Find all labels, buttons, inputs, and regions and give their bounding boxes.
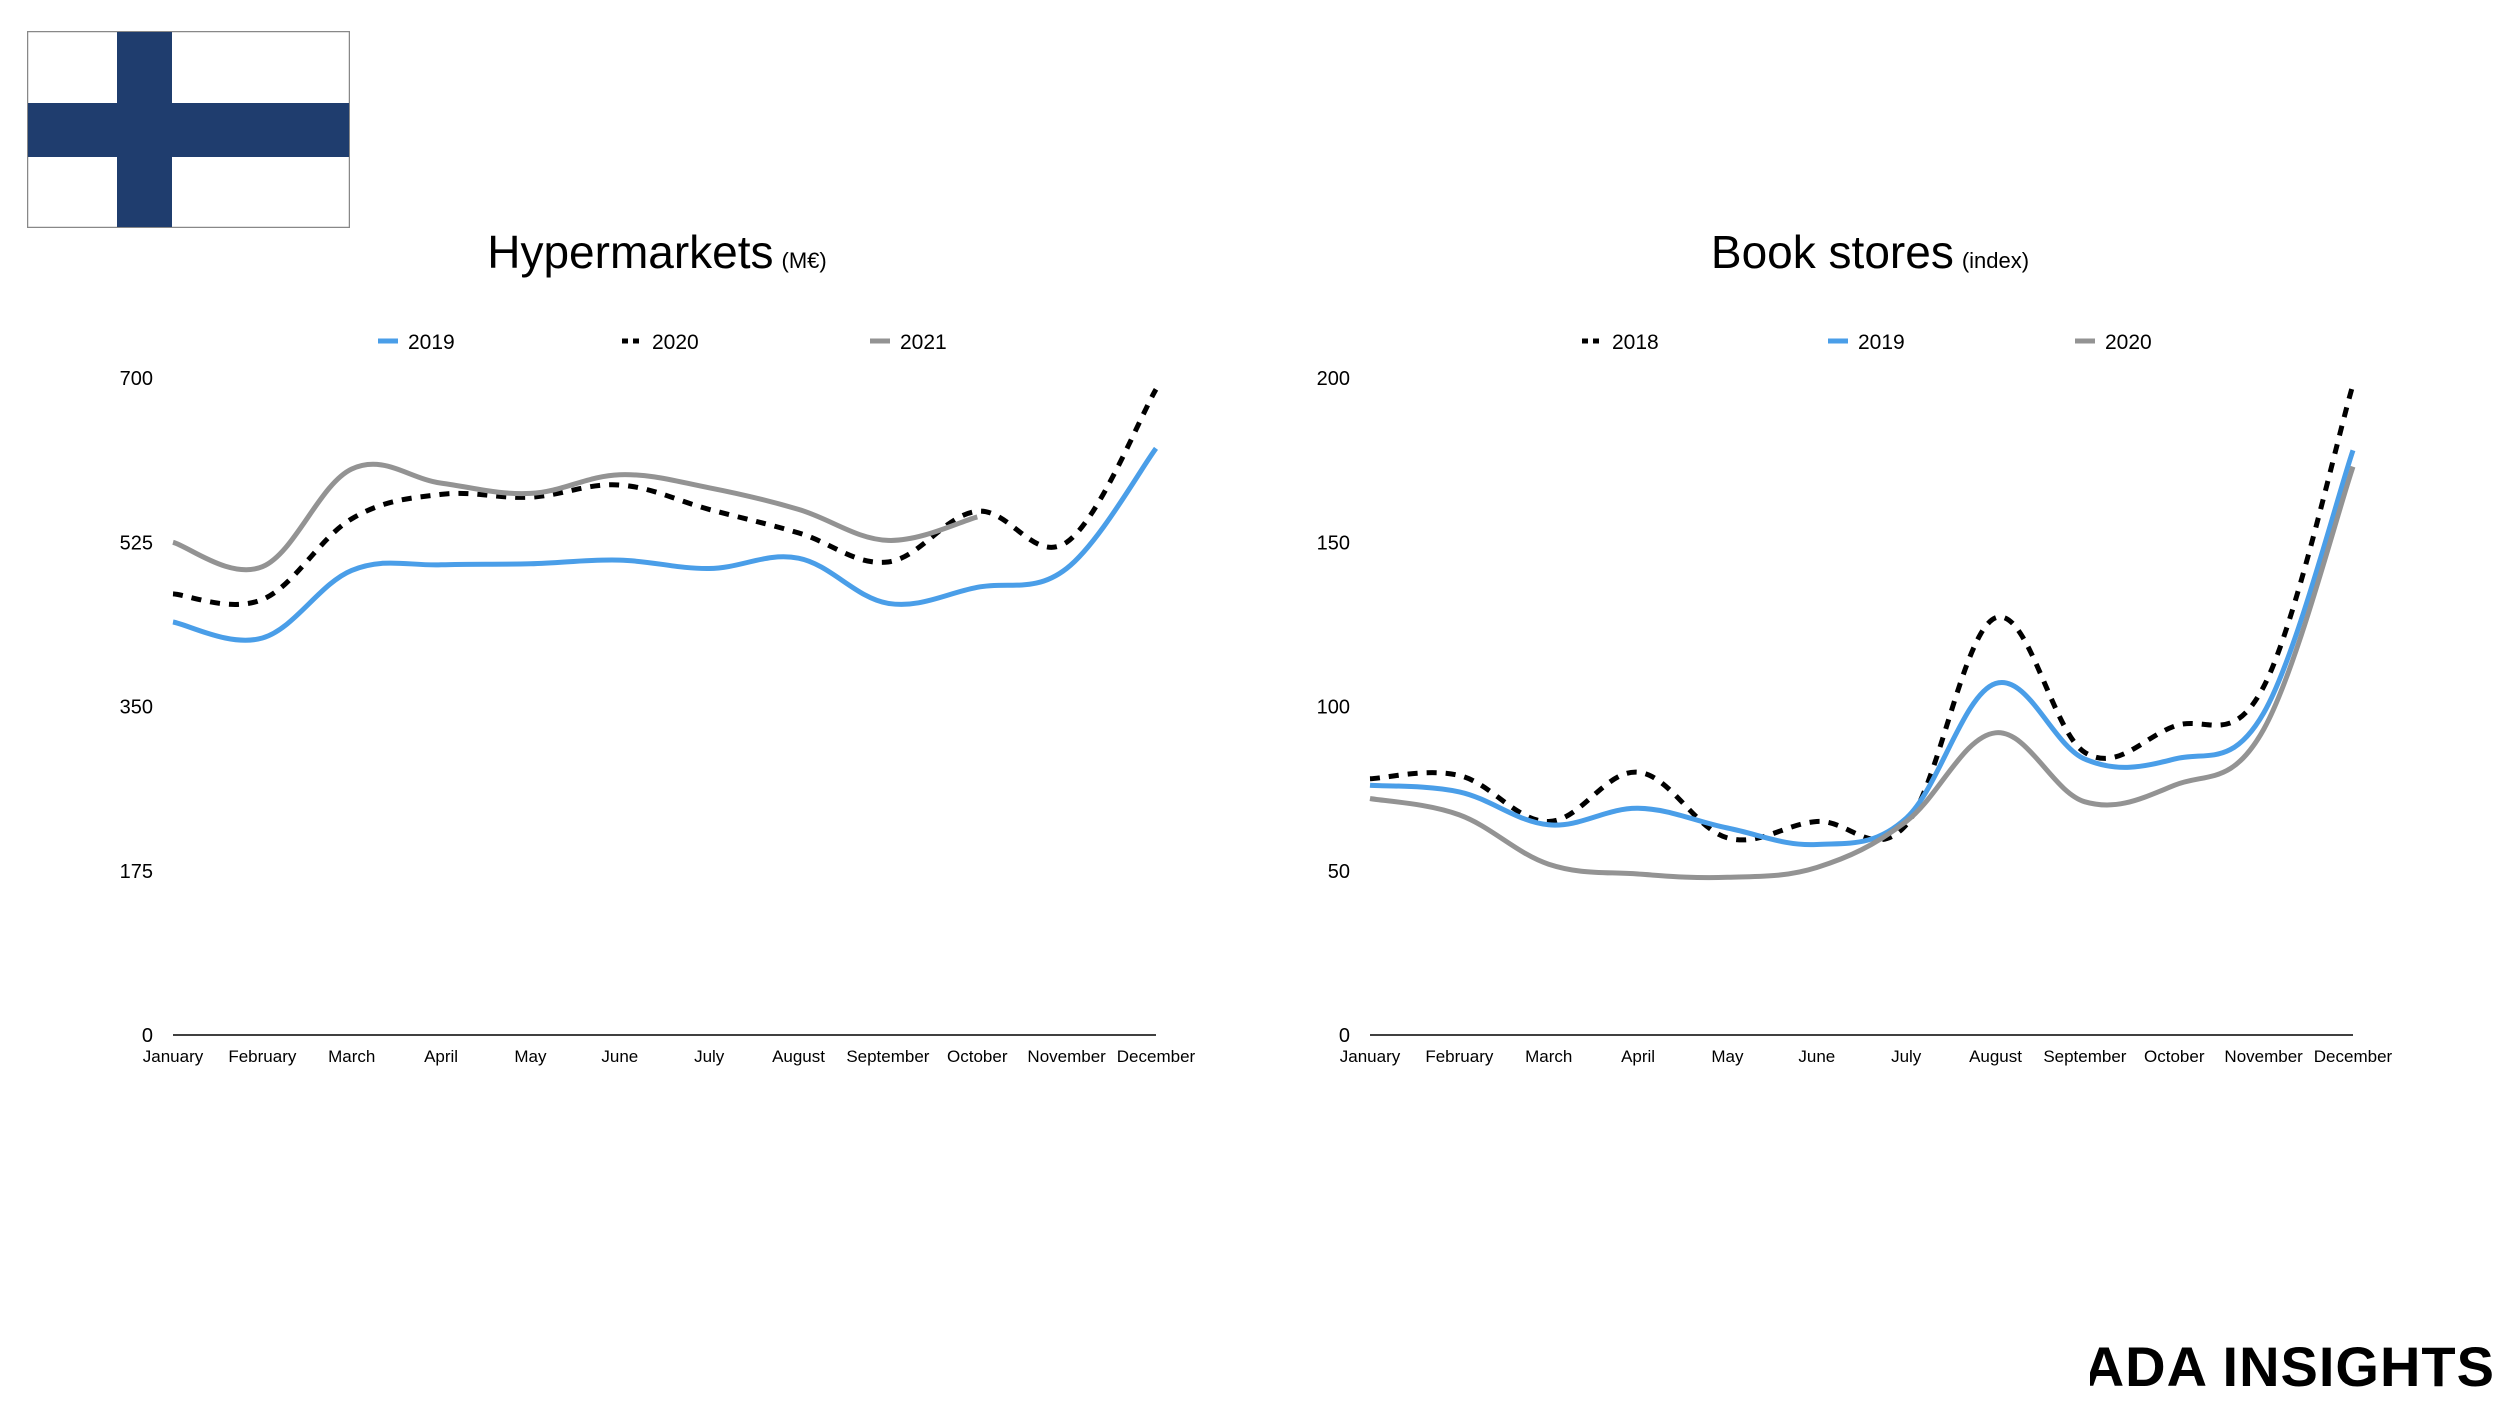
x-axis-ticks: January February March April May June July Augu…: [1340, 1047, 2393, 1066]
x-tick-label: January: [143, 1047, 204, 1066]
chart-title: Book stores (index): [1711, 226, 2029, 278]
legend-item: 2018: [1582, 331, 1659, 354]
x-tick-label: October: [947, 1047, 1008, 1066]
x-tick-label: June: [601, 1047, 638, 1066]
y-tick-label: 350: [120, 697, 153, 719]
x-tick-label: May: [1711, 1047, 1744, 1066]
legend-label: 2021: [900, 331, 947, 354]
x-tick-label: December: [1117, 1047, 1196, 1066]
y-tick-label: 700: [120, 368, 153, 390]
legend-item: 2020: [622, 331, 699, 354]
series-line-2019: [1369, 449, 2356, 848]
legend-item: 2019: [1828, 331, 1905, 354]
y-tick-label: 50: [1328, 861, 1350, 883]
y-tick-label: 200: [1317, 368, 1350, 390]
x-tick-label: February: [228, 1047, 297, 1066]
book-stores-chart: Book stores (index) 2018 2019 2020 0 50 100 15…: [1317, 226, 2393, 1066]
legend-item: 2020: [2075, 331, 2152, 354]
legend-label: 2019: [408, 331, 455, 354]
y-tick-label: 0: [142, 1025, 153, 1047]
y-tick-label: 150: [1317, 532, 1350, 554]
x-tick-label: July: [694, 1047, 725, 1066]
x-tick-label: March: [1525, 1047, 1572, 1066]
x-tick-label: December: [2314, 1047, 2393, 1066]
chart-legend: 2019 2020 2021: [378, 331, 947, 354]
legend-label: 2020: [2105, 331, 2152, 354]
x-tick-label: April: [424, 1047, 458, 1066]
series-line-2019: [172, 446, 1159, 643]
y-axis-ticks: 0 50 100 150 200: [1317, 368, 1350, 1047]
finland-flag-icon: [27, 31, 350, 228]
x-tick-label: August: [772, 1047, 825, 1066]
series-lines: [1369, 383, 2356, 881]
x-tick-label: November: [1027, 1047, 1106, 1066]
x-tick-label: March: [328, 1047, 375, 1066]
x-tick-label: April: [1621, 1047, 1655, 1066]
flag-cross-horizontal: [28, 103, 349, 157]
chart-legend: 2018 2019 2020: [1582, 331, 2152, 354]
chart-title-unit: (M€): [782, 248, 827, 273]
y-tick-label: 175: [120, 861, 153, 883]
x-tick-label: July: [1891, 1047, 1922, 1066]
x-tick-label: September: [2043, 1047, 2126, 1066]
legend-label: 2018: [1612, 331, 1659, 354]
chart-title-unit: (index): [1962, 248, 2029, 273]
y-axis-ticks: 0 175 350 525 700: [120, 368, 153, 1047]
chart-title-main: Book stores: [1711, 226, 1954, 278]
chart-title: Hypermarkets (M€): [487, 226, 827, 278]
series-line-2018: [1369, 383, 2356, 843]
x-tick-label: January: [1340, 1047, 1401, 1066]
x-tick-label: August: [1969, 1047, 2022, 1066]
series-line-2020: [172, 388, 1159, 607]
legend-item: 2021: [870, 331, 947, 354]
brand-logo: ADA INSIGHTS: [2090, 1335, 2495, 1398]
chart-title-main: Hypermarkets: [487, 226, 773, 278]
legend-label: 2019: [1858, 331, 1905, 354]
series-line-2021: [172, 461, 978, 573]
y-tick-label: 525: [120, 532, 153, 554]
x-axis-ticks: January February March April May June July Augu…: [143, 1047, 1196, 1066]
x-tick-label: November: [2224, 1047, 2303, 1066]
x-tick-label: February: [1425, 1047, 1494, 1066]
brand-label: ADA INSIGHTS: [2090, 1335, 2495, 1398]
y-tick-label: 0: [1339, 1025, 1350, 1047]
series-lines: [172, 388, 1159, 643]
x-tick-label: June: [1798, 1047, 1835, 1066]
hypermarkets-chart: Hypermarkets (M€) 2019 2020 2021 0 175 350 525…: [120, 226, 1196, 1066]
series-line-2020: [1369, 465, 2356, 881]
legend-label: 2020: [652, 331, 699, 354]
x-tick-label: October: [2144, 1047, 2205, 1066]
y-tick-label: 100: [1317, 697, 1350, 719]
x-tick-label: May: [514, 1047, 547, 1066]
x-tick-label: September: [846, 1047, 929, 1066]
legend-item: 2019: [378, 331, 455, 354]
